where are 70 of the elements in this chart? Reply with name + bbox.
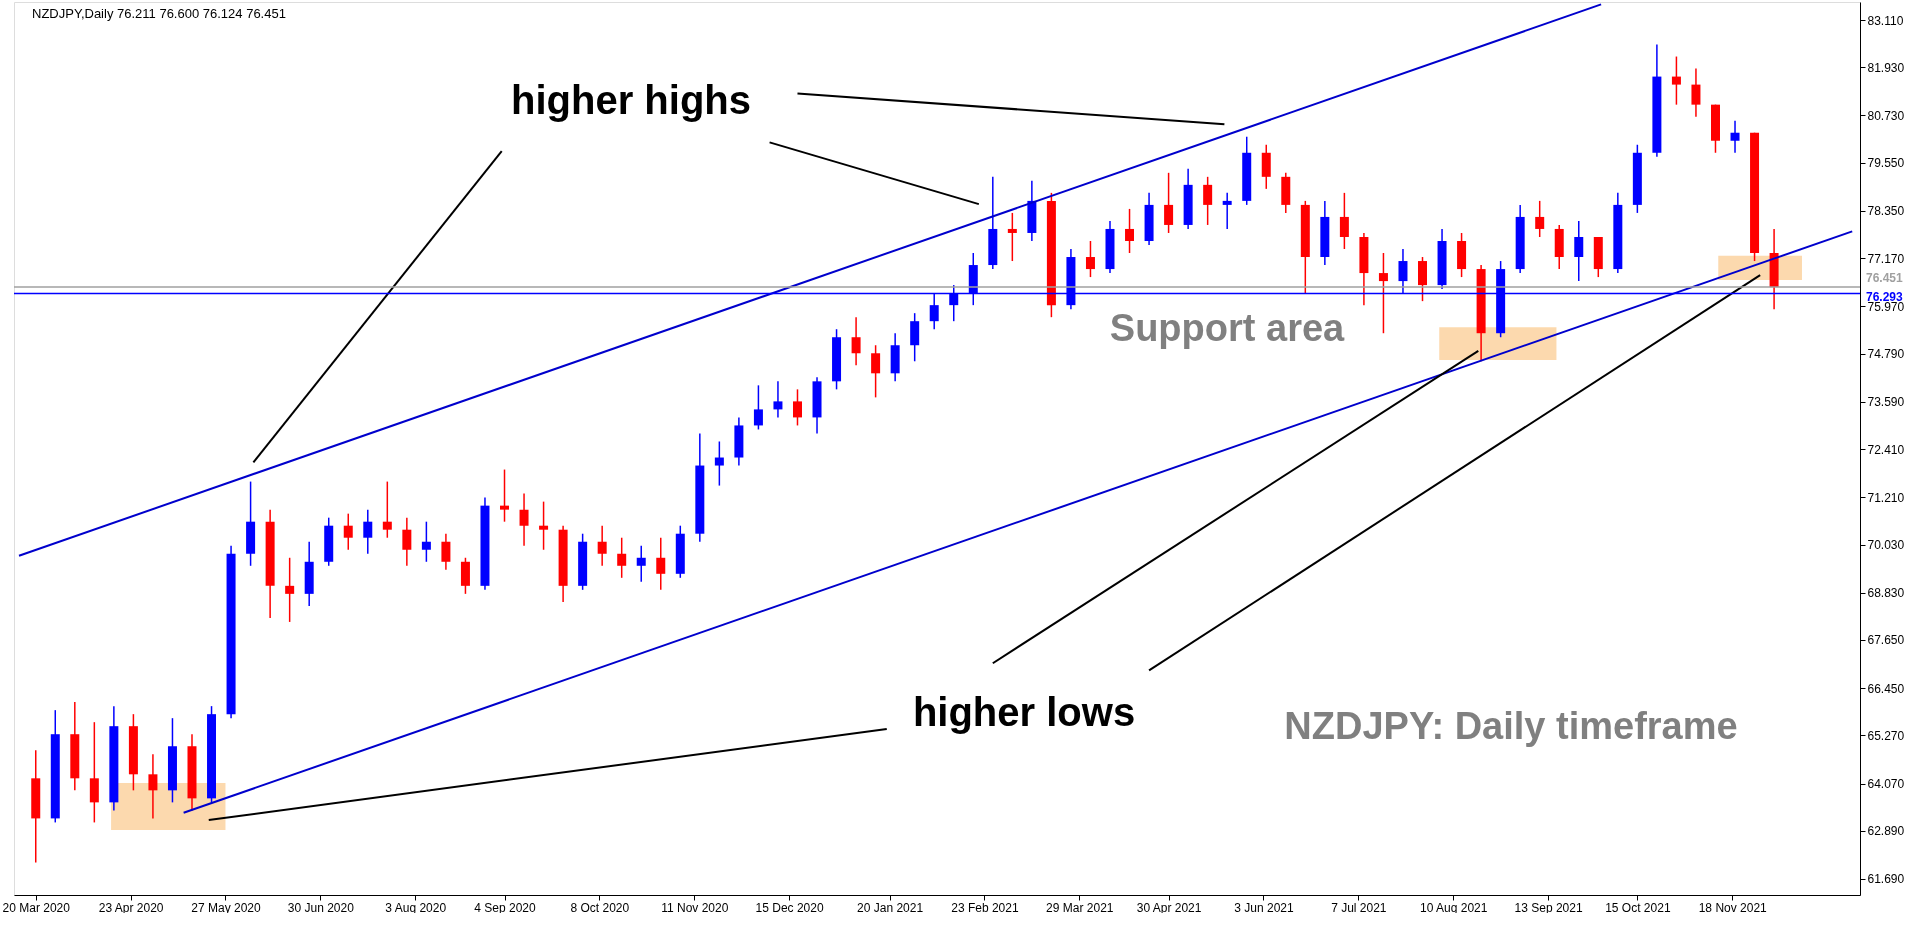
candlestick [382, 480, 392, 539]
candlestick [753, 384, 763, 431]
candlestick [773, 380, 783, 419]
y-tick-label: 70.030 [1867, 538, 1905, 553]
candlestick [363, 508, 373, 555]
x-tick-label: 11 Nov 2020 [661, 900, 729, 915]
y-tick-label: 72.410 [1867, 442, 1905, 457]
candlestick [539, 500, 549, 551]
chart-title: NZDJPY,Daily 76.211 76.600 76.124 76.451 [32, 6, 286, 21]
y-tick-label: 81.930 [1867, 60, 1905, 75]
x-tick-label: 30 Jun 2020 [287, 900, 355, 915]
candlestick [402, 516, 412, 567]
y-tick-label: 80.730 [1867, 108, 1905, 123]
annotation: higher lows [912, 690, 1136, 734]
candlestick [1125, 208, 1135, 254]
ref-line-label: 76.451 [1866, 271, 1904, 286]
candlestick [1535, 200, 1545, 238]
x-tick-label: 18 Nov 2021 [1698, 900, 1768, 915]
candlestick [1085, 240, 1095, 278]
y-tick-label: 74.790 [1867, 347, 1905, 362]
candlestick [1378, 252, 1388, 334]
candlestick [421, 520, 431, 563]
candlestick [343, 512, 353, 551]
candlestick [636, 544, 646, 583]
candlestick [441, 532, 451, 571]
candlestick [500, 468, 510, 523]
candlestick [1730, 119, 1740, 154]
candlestick [148, 753, 158, 820]
y-tick-label: 68.830 [1867, 586, 1905, 601]
candlestick [1339, 192, 1349, 250]
x-tick-label: 7 Jul 2021 [1331, 900, 1387, 915]
candlestick [871, 344, 881, 399]
candlestick [519, 492, 529, 547]
candlestick [792, 388, 802, 427]
candlestick [851, 316, 861, 367]
y-tick-label: 77.170 [1867, 251, 1905, 266]
candlestick [285, 557, 295, 623]
candlestick [1691, 67, 1701, 118]
candlestick [617, 536, 627, 579]
annotation: higher highs [511, 78, 751, 122]
annotation: Support area [1109, 307, 1346, 349]
candlestick [656, 536, 666, 591]
x-tick-label: 15 Oct 2021 [1605, 900, 1671, 915]
candlestick [714, 440, 724, 487]
x-tick-label: 15 Dec 2020 [755, 900, 824, 915]
y-tick-label: 62.890 [1867, 824, 1905, 839]
candlestick [1164, 172, 1174, 234]
candlestick [1222, 192, 1232, 230]
y-tick-label: 64.070 [1867, 777, 1905, 792]
annotation: NZDJPY: Daily timeframe [1284, 705, 1738, 747]
candlestick [1203, 176, 1213, 226]
x-tick-label: 29 Mar 2021 [1046, 900, 1114, 915]
candlestick [597, 524, 607, 567]
y-tick-label: 66.450 [1867, 681, 1905, 696]
x-tick-label: 20 Jan 2021 [857, 900, 924, 915]
candlestick [1007, 212, 1017, 262]
y-tick-label: 73.590 [1867, 395, 1905, 410]
y-tick-label: 79.550 [1867, 156, 1905, 171]
y-tick-label: 65.270 [1867, 728, 1905, 743]
x-tick-label: 23 Feb 2021 [951, 900, 1019, 915]
y-tick-label: 78.350 [1867, 204, 1905, 219]
x-tick-label: 3 Jun 2021 [1234, 900, 1294, 915]
y-tick-label: 83.110 [1867, 13, 1904, 28]
candlestick [1574, 220, 1584, 282]
candlestick [1671, 55, 1681, 106]
y-tick-label: 67.650 [1867, 633, 1905, 648]
x-tick-label: 20 Mar 2020 [2, 900, 71, 915]
x-tick-label: 8 Oct 2020 [570, 900, 630, 915]
y-tick-label: 71.210 [1867, 490, 1905, 505]
y-tick-label: 61.690 [1867, 872, 1905, 887]
